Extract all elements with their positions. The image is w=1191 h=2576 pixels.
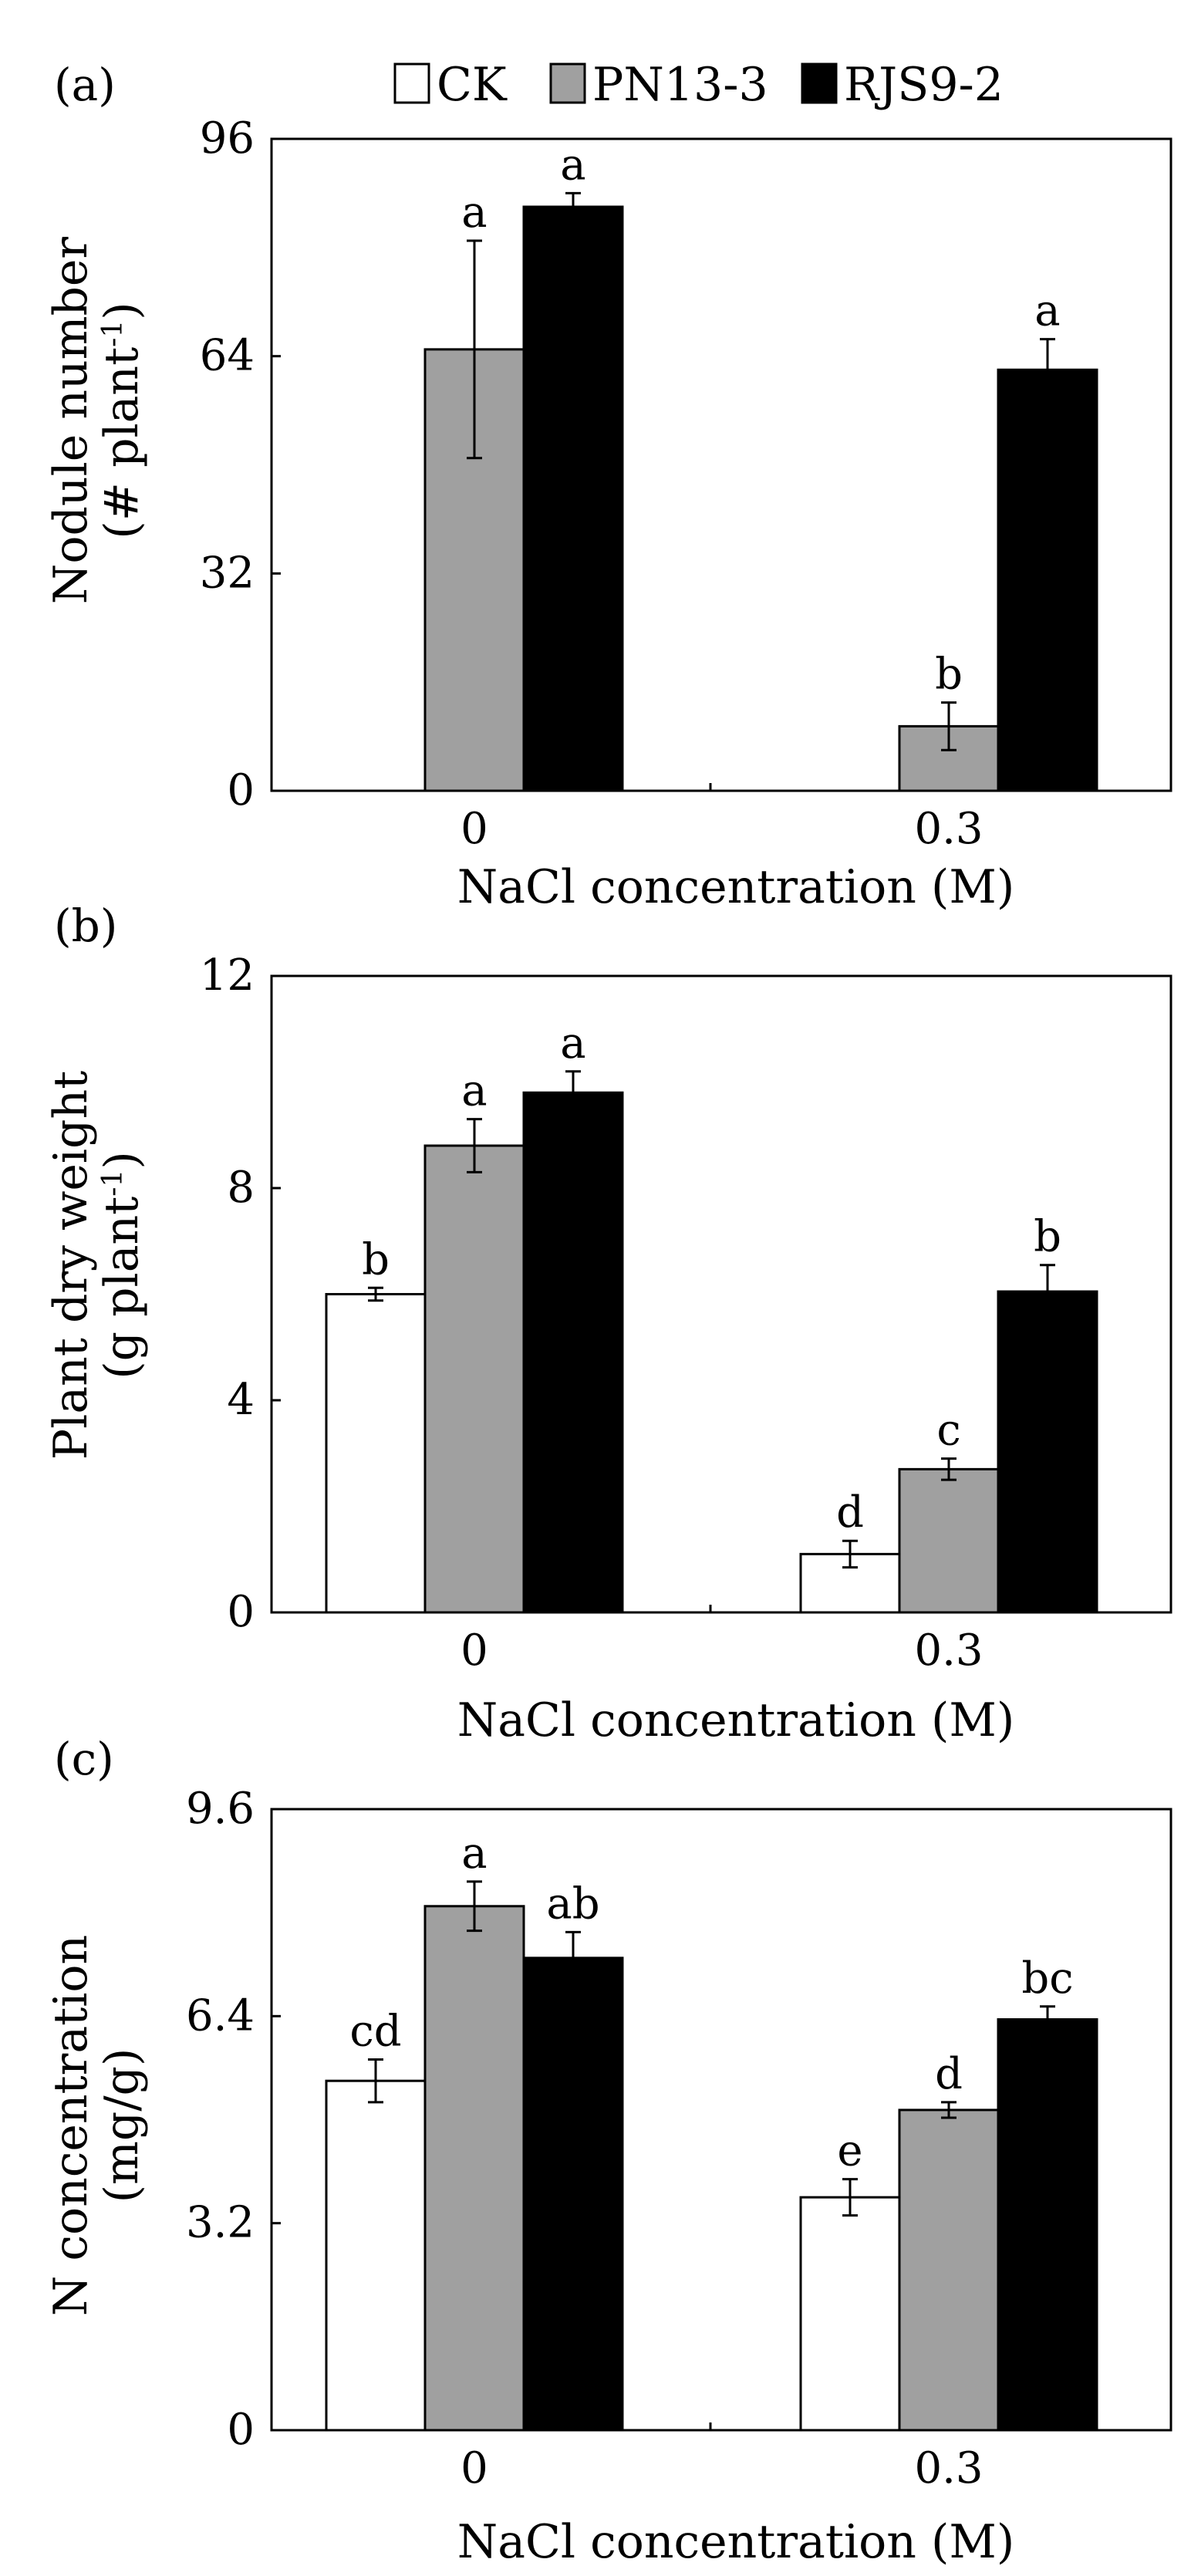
y-axis-title-b-line1: Plant dry weight	[44, 1071, 98, 1460]
x-tick-label-a-1: 0.3	[914, 804, 983, 854]
plot-frame-b	[270, 974, 1172, 1614]
panel-a: (a) Nodule number (# plant-1) NaCl conce…	[44, 59, 1014, 914]
x-axis-title-a: NaCl concentration (M)	[457, 860, 1015, 914]
bar-b-rjs9-2-nacl-0	[522, 1091, 624, 1614]
bar-c-rjs9-2-nacl-0	[522, 1956, 624, 2432]
legend-swatch-ck	[393, 62, 430, 104]
significance-letter-b-pn13-3-1: c	[936, 1406, 960, 1456]
significance-letter-c-rjs9-2-0: ab	[546, 1879, 599, 1929]
significance-letter-a-pn13-3-0: a	[461, 187, 487, 238]
y-tick-label-b-3: 12	[200, 950, 255, 1001]
bar-c-ck-nacl-0	[325, 2079, 427, 2432]
bar-b-pn13-3-nacl-0	[423, 1144, 525, 1614]
x-tick-label-b-0: 0	[461, 1626, 488, 1676]
plot-frame-a	[270, 137, 1172, 792]
panel-c: (c) N concentration (mg/g) NaCl concentr…	[44, 1733, 1014, 2569]
legend-label-pn13-3: PN13-3	[592, 58, 768, 112]
bar-a-rjs9-2-nacl-0	[522, 205, 624, 792]
y-tick-label-c-2: 6.4	[186, 1990, 255, 2041]
bar-c-ck-nacl-03	[799, 2196, 901, 2432]
significance-letter-c-pn13-3-0: a	[461, 1828, 487, 1879]
significance-letter-b-pn13-3-0: a	[461, 1066, 487, 1116]
y-axis-title-c-line2: (mg/g)	[95, 2048, 149, 2203]
significance-letter-c-ck-0: cd	[349, 2007, 401, 2057]
panel-label-b: (b)	[54, 900, 117, 952]
y-axis-title-a: Nodule number (# plant-1)	[44, 237, 149, 605]
y-tick-label-b-1: 4	[227, 1375, 255, 1425]
panel-label-a: (a)	[54, 59, 116, 111]
bar-b-ck-nacl-0	[325, 1293, 427, 1614]
y-tick-label-c-3: 9.6	[186, 1784, 255, 1834]
significance-letter-b-rjs9-2-0: a	[560, 1018, 585, 1069]
plot-area-a: a a b a 0 32 64 96 0 0.3	[200, 113, 1172, 854]
x-axis-title-c: NaCl concentration (M)	[457, 2515, 1015, 2569]
x-tick-label-a-0: 0	[461, 804, 488, 854]
panel-b: (b) Plant dry weight (g plant-1) NaCl co…	[44, 900, 1014, 1747]
legend-label-rjs9-2: RJS9-2	[844, 58, 1004, 112]
bar-b-pn13-3-nacl-03	[898, 1467, 1000, 1614]
y-tick-label-a-2: 64	[200, 331, 255, 381]
plot-area-c: cd a ab e d bc 0 3.2 6.4 9.6 0 0.3	[186, 1784, 1172, 2493]
bar-b-rjs9-2-nacl-03	[997, 1290, 1098, 1614]
y-tick-label-c-1: 3.2	[186, 2198, 255, 2248]
significance-letter-b-rjs9-2-1: b	[1034, 1212, 1061, 1262]
y-axis-title-a-line2: (# plant-1)	[95, 302, 149, 538]
plot-area-b: b a a d c b 0 4 8 12 0 0.3	[200, 950, 1172, 1676]
legend: CK PN13-3 RJS9-2	[393, 58, 1004, 112]
y-tick-label-a-1: 32	[200, 548, 255, 598]
x-axis-title-b: NaCl concentration (M)	[457, 1693, 1015, 1747]
y-tick-label-b-0: 0	[227, 1587, 255, 1637]
bar-c-rjs9-2-nacl-03	[997, 2018, 1098, 2432]
bar-c-pn13-3-nacl-03	[898, 2108, 1000, 2432]
y-tick-label-a-3: 96	[200, 113, 255, 164]
y-tick-label-a-0: 0	[227, 765, 255, 815]
x-tick-label-b-1: 0.3	[914, 1626, 983, 1676]
y-tick-label-b-2: 8	[227, 1163, 255, 1213]
legend-swatch-pn13-3	[549, 62, 586, 104]
significance-letter-a-pn13-3-1: b	[935, 650, 963, 700]
significance-letter-c-rjs9-2-1: bc	[1021, 1953, 1073, 2004]
legend-swatch-rjs9-2	[801, 62, 838, 104]
panel-label-c: (c)	[54, 1733, 114, 1785]
y-axis-title-b-line2: (g plant-1)	[95, 1151, 149, 1379]
x-tick-label-c-1: 0.3	[914, 2443, 983, 2493]
significance-letter-c-ck-1: e	[837, 2126, 862, 2176]
y-axis-title-b: Plant dry weight (g plant-1)	[44, 1071, 149, 1460]
y-axis-title-c-line1: N concentration	[44, 1935, 98, 2316]
significance-letter-c-pn13-3-1: d	[935, 2049, 963, 2099]
significance-letter-b-ck-0: b	[362, 1234, 390, 1285]
plot-frame-c	[270, 1808, 1172, 2432]
legend-label-ck: CK	[437, 58, 508, 112]
bar-a-rjs9-2-nacl-03	[997, 368, 1098, 792]
y-tick-label-c-0: 0	[227, 2405, 255, 2455]
significance-letter-a-rjs9-2-1: a	[1034, 286, 1060, 336]
significance-letter-a-rjs9-2-0: a	[560, 140, 585, 190]
x-tick-label-c-0: 0	[461, 2443, 488, 2493]
bar-c-pn13-3-nacl-0	[423, 1905, 525, 2432]
y-axis-title-a-line1: Nodule number	[44, 237, 98, 605]
significance-letter-b-ck-1: d	[836, 1487, 864, 1538]
y-axis-title-c: N concentration (mg/g)	[44, 1935, 149, 2316]
